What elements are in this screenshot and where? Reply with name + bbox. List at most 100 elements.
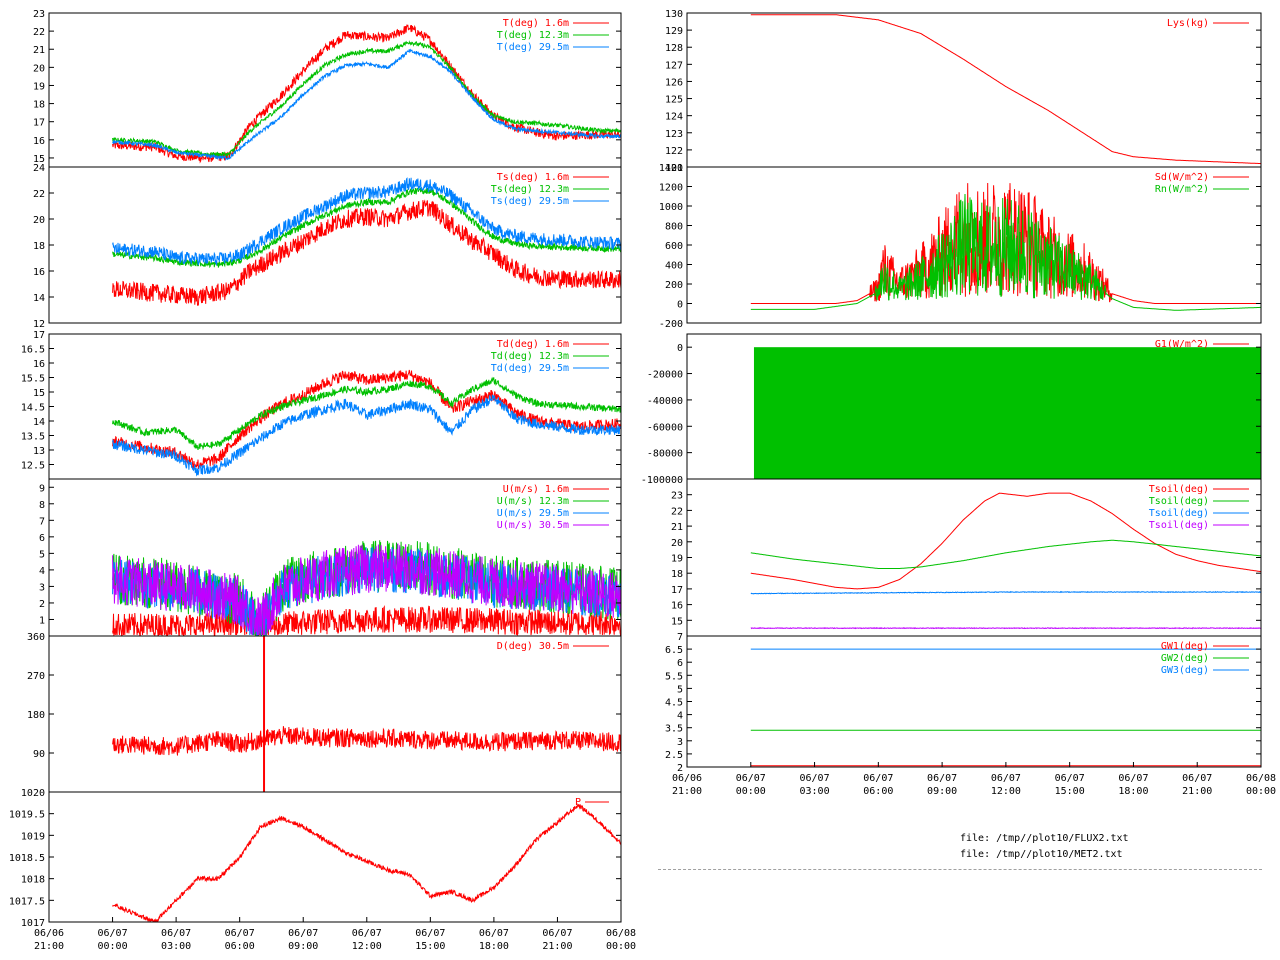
series-line-Td-blue xyxy=(112,394,622,477)
y-tick-label: 125 xyxy=(665,95,683,106)
legend-label: T(deg) 1.6m xyxy=(503,18,569,29)
series-line-Td-red xyxy=(112,369,622,470)
x-tick-time: 18:00 xyxy=(479,941,509,952)
y-tick-label: 24 xyxy=(33,163,45,174)
y-tick-label: 6 xyxy=(39,533,45,544)
series-line-T-green xyxy=(112,40,622,158)
legend-label: Td(deg) 29.5m xyxy=(491,363,569,374)
y-tick-label: 18 xyxy=(33,241,45,252)
y-tick-label: 400 xyxy=(665,261,683,272)
y-tick-label: 130 xyxy=(665,9,683,20)
x-tick-time: 00:00 xyxy=(1246,786,1276,797)
x-tick-date: 06/08 xyxy=(1246,773,1276,784)
y-tick-label: 16 xyxy=(33,267,45,278)
legend-label: Tsoil(deg) xyxy=(1149,520,1209,531)
y-tick-label: 17 xyxy=(33,118,45,129)
x-tick-time: 06:00 xyxy=(225,941,255,952)
y-tick-label: 1200 xyxy=(659,183,683,194)
y-tick-label: 5 xyxy=(39,549,45,560)
series-line-Ts-red xyxy=(112,199,622,306)
y-tick-label: 21 xyxy=(671,522,683,533)
y-tick-label: 3 xyxy=(39,582,45,593)
y-tick-label: 23 xyxy=(671,491,683,502)
legend-label: T(deg) 12.3m xyxy=(497,30,569,41)
y-tick-label: -60000 xyxy=(647,422,683,433)
y-tick-label: 22 xyxy=(33,27,45,38)
legend-label: U(m/s) 12.3m xyxy=(497,496,569,507)
y-tick-label: -80000 xyxy=(647,449,683,460)
y-tick-label: 15.5 xyxy=(21,374,45,385)
y-tick-label: 90 xyxy=(33,749,45,760)
series-line-Lys-red xyxy=(750,14,1261,165)
x-tick-date: 06/07 xyxy=(927,773,957,784)
y-tick-label: -40000 xyxy=(647,396,683,407)
legend-label: Td(deg) 12.3m xyxy=(491,351,569,362)
x-tick-time: 21:00 xyxy=(672,786,702,797)
legend-label: Tsoil(deg) xyxy=(1149,484,1209,495)
x-tick-date: 06/07 xyxy=(161,928,191,939)
y-tick-label: 124 xyxy=(665,112,683,123)
y-tick-label: 18 xyxy=(671,569,683,580)
y-tick-label: 5.5 xyxy=(665,671,683,682)
y-tick-label: 200 xyxy=(665,280,683,291)
x-tick-date: 06/07 xyxy=(542,928,572,939)
y-tick-label: 7 xyxy=(677,632,683,643)
x-tick-time: 18:00 xyxy=(1118,786,1148,797)
legend-label: P xyxy=(575,797,581,808)
series-line-Rad-green xyxy=(750,193,1261,311)
y-tick-label: 12 xyxy=(33,319,45,330)
x-tick-date: 06/07 xyxy=(1055,773,1085,784)
series-line-U-red xyxy=(112,605,622,637)
series-line-Tsoil-magenta xyxy=(750,627,1262,630)
x-tick-date: 06/07 xyxy=(991,773,1021,784)
legend-label: Sd(W/m^2) xyxy=(1155,172,1209,183)
series-line-T-blue xyxy=(112,48,622,162)
y-tick-label: 5 xyxy=(677,684,683,695)
y-tick-label: 360 xyxy=(27,632,45,643)
x-tick-date: 06/07 xyxy=(863,773,893,784)
y-tick-label: 270 xyxy=(27,671,45,682)
x-tick-date: 06/07 xyxy=(288,928,318,939)
x-tick-time: 09:00 xyxy=(288,941,318,952)
x-tick-date: 06/06 xyxy=(672,773,702,784)
x-tick-time: 03:00 xyxy=(161,941,191,952)
y-tick-label: 123 xyxy=(665,129,683,140)
y-tick-label: 127 xyxy=(665,60,683,71)
y-tick-label: 1017 xyxy=(21,918,45,929)
y-tick-label: 20 xyxy=(33,63,45,74)
legend-label: Ts(deg) 29.5m xyxy=(491,196,569,207)
y-tick-label: 180 xyxy=(27,710,45,721)
y-tick-label: 2.5 xyxy=(665,750,683,761)
y-tick-label: 13.5 xyxy=(21,432,45,443)
y-tick-label: 122 xyxy=(665,146,683,157)
x-tick-time: 03:00 xyxy=(800,786,830,797)
y-tick-label: 1 xyxy=(39,615,45,626)
series-line-Td-green xyxy=(112,376,622,451)
legend-label: T(deg) 29.5m xyxy=(497,42,569,53)
y-tick-label: 12.5 xyxy=(21,461,45,472)
x-tick-time: 12:00 xyxy=(352,941,382,952)
y-tick-label: 1019.5 xyxy=(9,810,45,821)
series-line-P-red xyxy=(112,802,622,923)
legend-label: Rn(W/m^2) xyxy=(1155,184,1209,195)
y-tick-label: 15 xyxy=(33,388,45,399)
y-tick-label: 6.5 xyxy=(665,645,683,656)
y-tick-label: 129 xyxy=(665,26,683,37)
y-tick-label: 1018 xyxy=(21,875,45,886)
x-tick-time: 15:00 xyxy=(1055,786,1085,797)
y-tick-label: 3 xyxy=(677,737,683,748)
series-line-Tsoil-green xyxy=(750,539,1261,569)
y-tick-label: 14 xyxy=(33,293,45,304)
legend-label: Td(deg) 1.6m xyxy=(497,339,569,350)
x-tick-time: 12:00 xyxy=(991,786,1021,797)
y-tick-label: 22 xyxy=(671,506,683,517)
y-tick-label: 17 xyxy=(33,330,45,341)
y-tick-label: 20 xyxy=(33,215,45,226)
y-tick-label: 19 xyxy=(671,554,683,565)
x-tick-time: 21:00 xyxy=(1182,786,1212,797)
y-tick-label: 18 xyxy=(33,100,45,111)
y-tick-label: 1019 xyxy=(21,831,45,842)
y-tick-label: 21 xyxy=(33,45,45,56)
y-tick-label: 3.5 xyxy=(665,724,683,735)
